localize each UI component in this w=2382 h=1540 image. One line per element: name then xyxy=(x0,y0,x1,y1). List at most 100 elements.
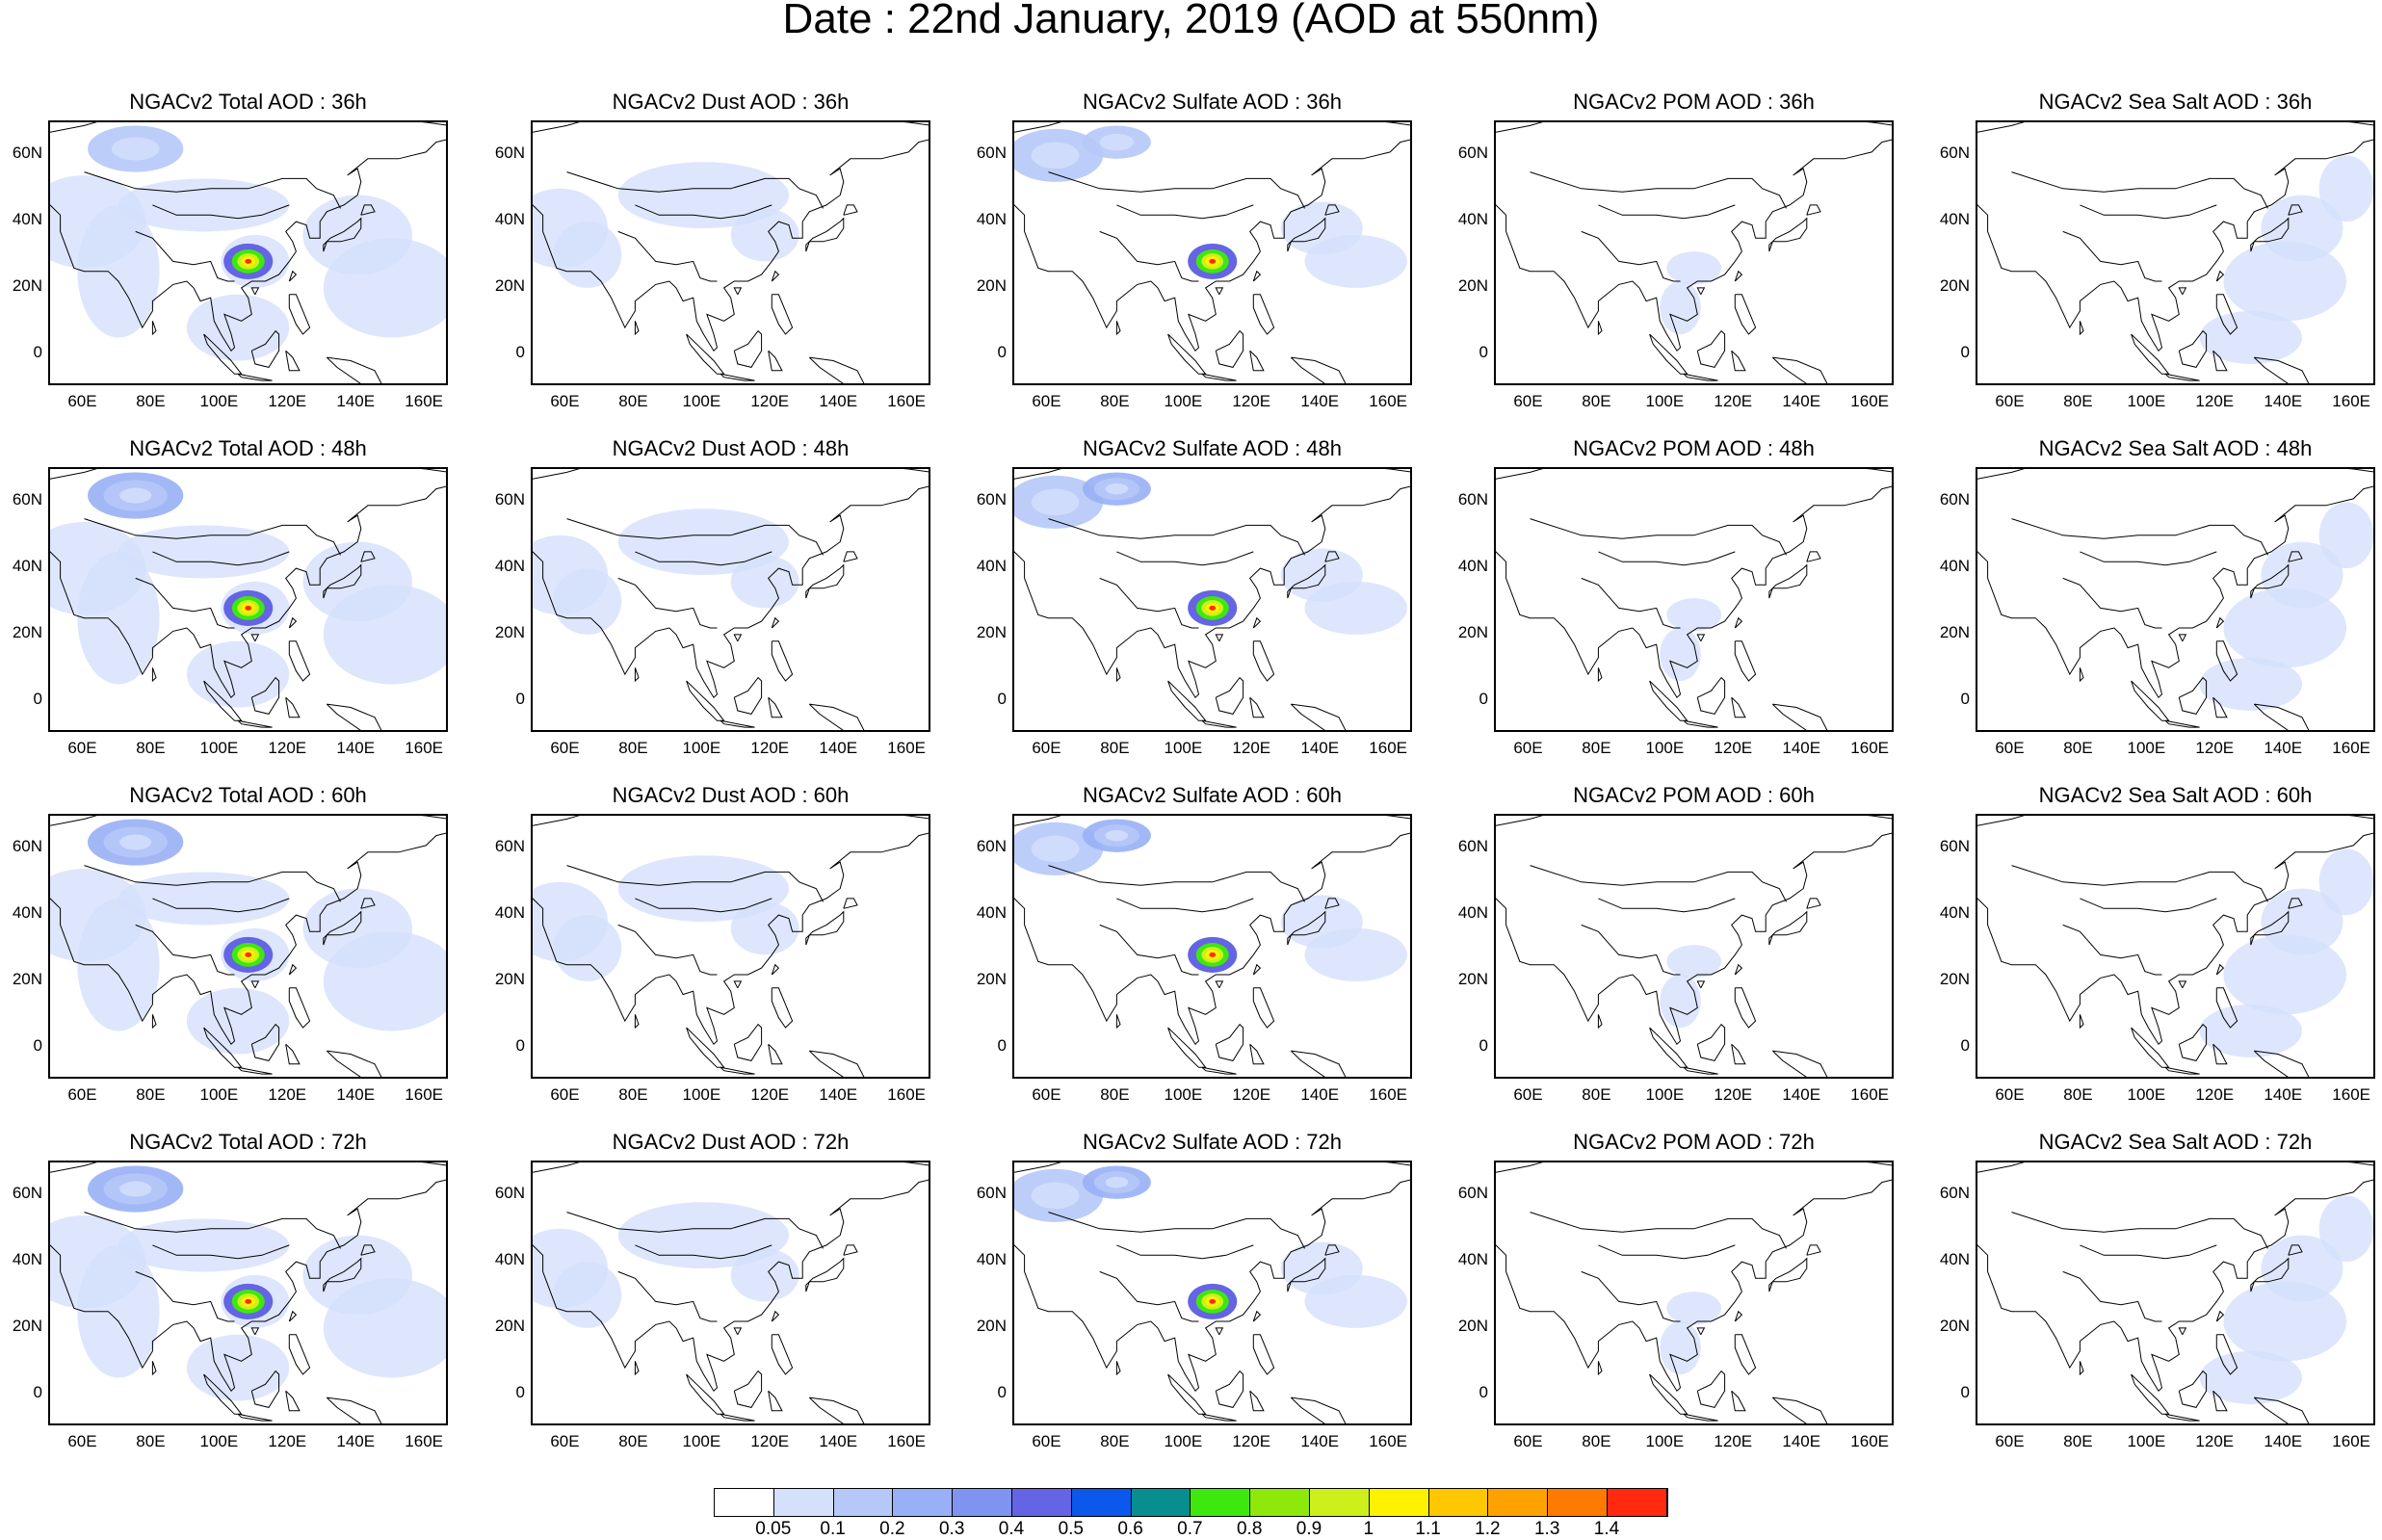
coastline xyxy=(1806,1244,1821,1256)
lat-tick-label: 0 xyxy=(33,342,42,361)
colorbar-box xyxy=(773,1489,834,1516)
coastline xyxy=(1201,373,1237,381)
aod-field xyxy=(50,816,446,1077)
coastline xyxy=(1099,924,1199,976)
coastline xyxy=(843,1244,858,1256)
aod-field xyxy=(1496,469,1892,730)
lon-tick-label: 160E xyxy=(405,1085,443,1104)
coastline xyxy=(2253,1396,2310,1423)
lon-tick-label: 80E xyxy=(1582,392,1611,410)
coastline xyxy=(1252,270,1262,282)
lat-tick-label: 20N xyxy=(976,969,1007,988)
colorbar-tick-label: 0.4 xyxy=(998,1519,1025,1539)
aod-field xyxy=(533,1162,929,1423)
colorbar-box xyxy=(1131,1489,1191,1516)
colorbar-tick-label: 0.7 xyxy=(1177,1519,1203,1539)
coastline xyxy=(1731,696,1746,718)
lon-tick-label: 60E xyxy=(1032,1085,1061,1104)
coastline xyxy=(1696,287,1706,296)
lat-tick-label: 0 xyxy=(33,689,42,708)
coastline xyxy=(2079,1014,2084,1030)
coastline xyxy=(250,329,280,368)
lon-tick-label: 60E xyxy=(1032,739,1061,757)
coastline xyxy=(1734,987,1757,1029)
coastline xyxy=(2062,577,2162,629)
coastline xyxy=(1731,350,1746,372)
coastline xyxy=(135,924,235,976)
coastline xyxy=(250,1023,280,1061)
coastline xyxy=(771,1334,794,1375)
aod-shade xyxy=(186,1334,290,1401)
aod-shade xyxy=(323,1278,446,1378)
coastline xyxy=(808,356,865,383)
lat-tick-label: 60N xyxy=(494,144,525,163)
aod-shade xyxy=(77,898,160,1031)
aod-shade xyxy=(119,1181,152,1197)
aod-shade xyxy=(2223,934,2347,1015)
coastline xyxy=(1977,1162,2373,1173)
map-panel xyxy=(1012,1161,1412,1425)
lat-tick-label: 20N xyxy=(976,1316,1007,1335)
lon-tick-label: 60E xyxy=(1995,1085,2025,1104)
lat-tick-label: 60N xyxy=(12,144,42,163)
coastline xyxy=(566,171,824,209)
coastline xyxy=(686,1027,725,1068)
coastline xyxy=(2215,640,2238,682)
colorbar-tick-label: 1.4 xyxy=(1593,1519,1620,1539)
coastline xyxy=(733,1023,763,1061)
aod-hotspot xyxy=(245,952,252,957)
coastline xyxy=(2212,1390,2228,1412)
lon-tick-label: 80E xyxy=(2063,1432,2093,1450)
coastline xyxy=(733,287,743,296)
coastline xyxy=(1215,329,1244,368)
lon-tick-label: 80E xyxy=(618,739,648,757)
coastline xyxy=(1977,1179,2373,1392)
coastline xyxy=(1683,1413,1718,1422)
coastline xyxy=(1734,616,1743,629)
coastline xyxy=(1530,865,1787,902)
lon-tick-label: 80E xyxy=(2063,392,2093,410)
lon-tick-label: 120E xyxy=(1714,739,1753,757)
coastline xyxy=(805,217,845,252)
coastline xyxy=(84,518,341,556)
lat-tick-label: 20N xyxy=(1457,1316,1488,1335)
lat-tick-label: 0 xyxy=(33,1035,42,1055)
lon-tick-label: 140E xyxy=(1782,739,1821,757)
map-panel xyxy=(531,814,930,1079)
map-panel xyxy=(1012,120,1412,385)
coastline xyxy=(1324,1244,1340,1256)
coastline xyxy=(733,329,763,368)
coastline xyxy=(323,217,362,252)
coastline xyxy=(2178,980,2187,989)
map-panel xyxy=(531,1161,930,1425)
colorbar-box xyxy=(1548,1489,1608,1516)
lon-tick-label: 80E xyxy=(2063,739,2093,757)
lon-tick-label: 160E xyxy=(1850,1432,1889,1450)
lat-tick-label: 60N xyxy=(1457,1184,1488,1203)
colorbar-tick-label: 1.3 xyxy=(1533,1519,1560,1539)
coastline xyxy=(617,230,718,282)
aod-shade xyxy=(2223,587,2347,668)
lat-tick-label: 60N xyxy=(1939,144,1970,163)
coastline xyxy=(733,1327,743,1336)
lat-tick-label: 20N xyxy=(976,275,1007,295)
lon-tick-label: 120E xyxy=(750,1432,790,1450)
coastline xyxy=(808,1396,865,1423)
coastline xyxy=(1116,1244,1254,1260)
coastline xyxy=(1014,485,1410,698)
lon-tick-label: 60E xyxy=(1513,739,1543,757)
aod-field xyxy=(1977,1162,2373,1423)
coastline xyxy=(1771,356,1828,383)
lat-tick-label: 40N xyxy=(976,903,1007,923)
coastline xyxy=(2178,1370,2208,1408)
coastline xyxy=(237,373,273,381)
lat-tick-label: 60N xyxy=(1939,490,1970,509)
coastline xyxy=(1014,139,1410,352)
lat-tick-label: 60N xyxy=(976,1184,1007,1203)
aod-shade xyxy=(1304,234,1407,288)
coastline xyxy=(1771,1396,1828,1423)
coastline xyxy=(2164,1066,2200,1075)
coastline xyxy=(1597,321,1603,336)
coastline xyxy=(326,703,382,730)
lon-tick-label: 160E xyxy=(2332,1432,2370,1450)
